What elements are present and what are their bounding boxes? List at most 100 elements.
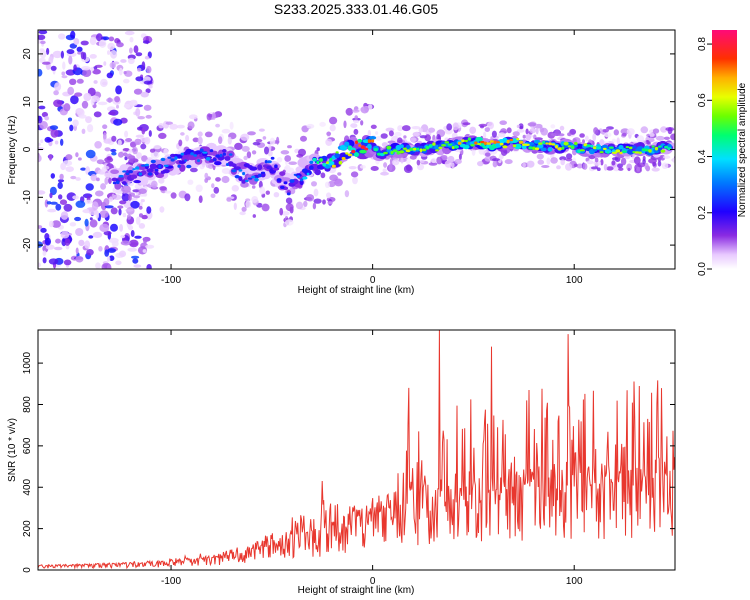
spectrogram-noise-blob bbox=[102, 81, 108, 86]
spectrogram-halo-blob bbox=[180, 132, 185, 136]
spectrogram-ridge-blob bbox=[170, 158, 175, 162]
spectrogram-noise-blob bbox=[85, 116, 92, 124]
spectrogram-halo-blob bbox=[234, 142, 243, 150]
spectrogram-noise-blob bbox=[144, 55, 150, 60]
spectrogram-ridge-blob bbox=[354, 152, 359, 157]
spectrogram-halo-blob bbox=[360, 120, 364, 126]
spectrogram-halo-blob bbox=[527, 122, 537, 127]
spectrogram-halo-blob bbox=[537, 159, 545, 165]
colorbar-tick-label: 0.0 bbox=[697, 262, 708, 276]
spectrogram-halo-blob bbox=[233, 202, 237, 210]
spectrogram-noise-blob bbox=[59, 199, 68, 205]
spectrogram-ridge-blob bbox=[638, 151, 642, 155]
spectrogram-halo-blob bbox=[129, 158, 134, 163]
spectrogram-halo-blob bbox=[477, 161, 484, 167]
spectrogram-ridge-blob bbox=[231, 169, 237, 173]
colorbar-tick-label: 0.2 bbox=[697, 205, 708, 219]
spectrogram-ridge-blob bbox=[509, 138, 514, 142]
spectrogram-halo-blob bbox=[636, 167, 641, 172]
spectrogram-halo-blob bbox=[111, 193, 115, 199]
spectrogram-noise-blob bbox=[60, 138, 64, 146]
spectrogram-noise-blob bbox=[40, 227, 47, 233]
spectrogram-halo-blob bbox=[285, 219, 294, 226]
spectrogram-noise-blob bbox=[38, 115, 43, 124]
spectrogram-noise-blob bbox=[47, 208, 57, 213]
spectrogram-noise-blob bbox=[70, 175, 77, 180]
spectrogram-halo-blob bbox=[245, 200, 252, 208]
spectrogram-halo-blob bbox=[138, 205, 143, 210]
spectrogram-ridge-blob bbox=[184, 159, 188, 162]
spectrogram-noise-blob bbox=[73, 38, 80, 45]
spectrogram-halo-blob bbox=[197, 136, 203, 145]
spectrogram-ridge-blob bbox=[660, 149, 666, 153]
spectrogram-noise-blob bbox=[80, 51, 85, 60]
spectrogram-noise-blob bbox=[123, 78, 130, 84]
spectrogram-ridge-blob bbox=[296, 175, 300, 179]
spectrogram-ridge-blob bbox=[264, 160, 268, 164]
spectrogram-x-tick-label: 100 bbox=[566, 275, 583, 286]
spectrogram-ridge-blob bbox=[493, 140, 497, 144]
spectrogram-halo-blob bbox=[126, 153, 133, 160]
spectrogram-halo-blob bbox=[306, 194, 315, 202]
spectrogram-noise-blob bbox=[106, 97, 114, 103]
spectrogram-halo-blob bbox=[536, 153, 544, 160]
spectrogram-halo-blob bbox=[326, 192, 332, 199]
spectrogram-halo-blob bbox=[264, 146, 269, 155]
spectrogram-halo-blob bbox=[258, 128, 265, 132]
snr-marks bbox=[38, 330, 675, 570]
spectrogram-noise-blob bbox=[141, 214, 148, 220]
colorbar-ticks: 0.0 0.2 0.4 0.6 0.8 bbox=[697, 37, 712, 276]
spectrogram-noise-blob bbox=[139, 201, 143, 207]
spectrogram-halo-blob bbox=[492, 160, 498, 168]
spectrogram-halo-blob bbox=[306, 123, 315, 129]
spectrogram-noise-blob bbox=[42, 61, 51, 65]
spectrogram-noise-blob bbox=[134, 235, 142, 239]
spectrogram-halo-blob bbox=[350, 123, 358, 128]
spectrogram-ridge-blob bbox=[116, 180, 120, 185]
spectrogram-noise-blob bbox=[45, 244, 55, 250]
spectrogram-halo-blob bbox=[210, 193, 216, 199]
spectrogram-halo-blob bbox=[176, 124, 185, 129]
spectrogram-noise-blob bbox=[107, 42, 115, 51]
spectrogram-ridge-blob bbox=[537, 143, 544, 149]
spectrogram-halo-blob bbox=[354, 115, 359, 120]
spectrogram-halo-blob bbox=[442, 155, 448, 161]
spectrogram-noise-blob bbox=[116, 42, 124, 48]
spectrogram-ridge-blob bbox=[314, 169, 321, 176]
spectrogram-halo-blob bbox=[337, 172, 342, 176]
spectrogram-halo-blob bbox=[627, 167, 631, 172]
spectrogram-noise-blob bbox=[135, 216, 141, 225]
spectrogram-halo-blob bbox=[350, 171, 359, 178]
spectrogram-halo-blob bbox=[416, 159, 421, 166]
spectrogram-ridge-blob bbox=[272, 167, 280, 171]
spectrogram-halo-blob bbox=[431, 157, 437, 164]
spectrogram-ridge-blob bbox=[611, 151, 618, 154]
spectrogram-halo-blob bbox=[585, 135, 589, 142]
spectrogram-noise-blob bbox=[66, 49, 75, 55]
spectrogram-noise-blob bbox=[44, 199, 49, 208]
spectrogram-ridge-blob bbox=[162, 169, 170, 174]
spectrogram-halo-blob bbox=[300, 135, 307, 142]
spectrogram-noise-blob bbox=[50, 173, 55, 179]
spectrogram-noise-blob bbox=[81, 66, 91, 71]
spectrogram-noise-blob bbox=[95, 210, 100, 219]
spectrogram-halo-blob bbox=[599, 139, 605, 146]
spectrogram-ridge-blob bbox=[300, 178, 304, 182]
spectrogram-y-label: Frequency (Hz) bbox=[7, 116, 18, 185]
spectrogram-halo-blob bbox=[424, 134, 432, 142]
spectrogram-halo-blob bbox=[221, 128, 231, 134]
spectrogram-ridge-blob bbox=[316, 160, 320, 165]
spectrogram-halo-blob bbox=[576, 163, 584, 169]
spectrogram-ridge-blob bbox=[664, 145, 669, 149]
spectrogram-halo-blob bbox=[663, 136, 671, 140]
spectrogram-ridge-blob bbox=[654, 146, 659, 151]
spectrogram-ridge-blob bbox=[480, 140, 485, 144]
spectrogram-ridge-blob bbox=[215, 154, 221, 158]
spectrogram-ridge-blob bbox=[658, 145, 662, 148]
spectrogram-noise-blob bbox=[111, 240, 119, 247]
spectrogram-halo-blob bbox=[556, 165, 561, 170]
spectrogram-noise-blob bbox=[93, 111, 102, 118]
spectrogram-halo-blob bbox=[402, 125, 411, 132]
